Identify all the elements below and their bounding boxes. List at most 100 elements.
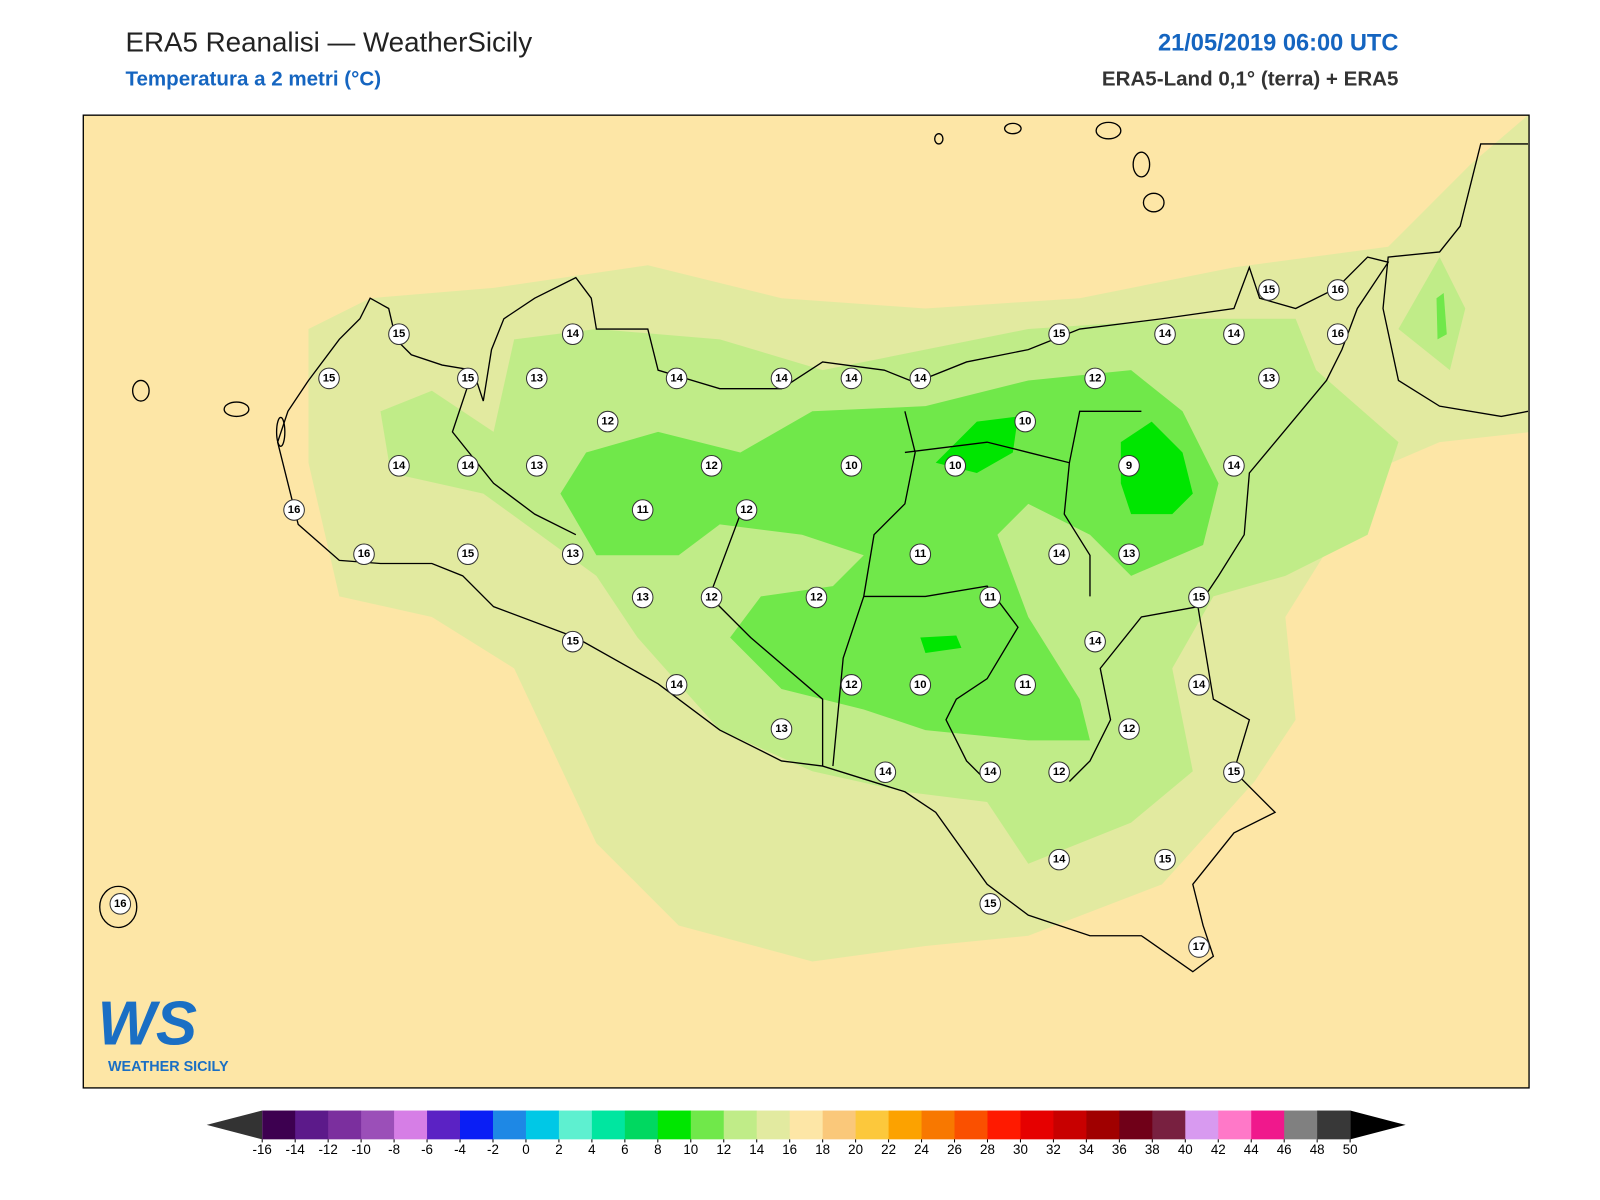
- station-marker: [1154, 323, 1176, 345]
- station-marker: [561, 323, 584, 345]
- station-marker: [109, 893, 132, 915]
- station-marker: [1188, 674, 1210, 696]
- colorbar-tick-label: 6: [621, 1142, 628, 1157]
- station-value: 14: [462, 460, 475, 472]
- colorbar-box: [723, 1110, 758, 1140]
- station-marker: [561, 543, 584, 566]
- station-value: 13: [775, 723, 788, 735]
- station-marker: [1188, 586, 1210, 609]
- station-value: 14: [1053, 548, 1066, 560]
- temperature-band: [560, 370, 1219, 741]
- station-value: 14: [914, 372, 927, 384]
- colorbar-box: [921, 1110, 956, 1140]
- station-value: 12: [1089, 372, 1102, 384]
- station-marker: [1326, 279, 1349, 301]
- station-value: 14: [845, 372, 858, 384]
- station-marker: [1084, 367, 1106, 390]
- station-marker: [525, 455, 548, 477]
- station-marker: [979, 893, 1002, 915]
- station-value: 14: [1089, 636, 1102, 648]
- station-marker: [1048, 761, 1070, 784]
- station-value: 11: [1019, 679, 1031, 691]
- colorbar-tick-label: 0: [522, 1142, 529, 1157]
- station-marker: [388, 455, 410, 477]
- station-marker: [1258, 367, 1280, 390]
- colorbar-box: [657, 1110, 692, 1140]
- colorbar-tick-label: 26: [947, 1142, 962, 1157]
- station-value: 14: [1228, 460, 1241, 472]
- station-value: 14: [1228, 328, 1241, 340]
- station-value: 12: [705, 591, 718, 603]
- station-marker: [1154, 848, 1176, 871]
- colorbar-tick-label: 24: [914, 1142, 929, 1157]
- colorbar-box: [492, 1110, 527, 1140]
- colorbar-tick-label: 42: [1211, 1142, 1226, 1157]
- station-marker: [1084, 630, 1106, 653]
- colorbar-box: [756, 1110, 791, 1140]
- station-marker: [525, 367, 548, 390]
- colorbar-tick-label: 12: [716, 1142, 731, 1157]
- station-marker: [353, 543, 375, 566]
- station-value: 17: [1193, 941, 1206, 953]
- colorbar-box: [954, 1110, 989, 1140]
- station-value: 16: [1332, 328, 1345, 340]
- colorbar-tick-label: -8: [388, 1142, 400, 1157]
- station-value: 14: [393, 460, 406, 472]
- station-value: 16: [114, 898, 127, 910]
- station-value: 15: [1193, 591, 1206, 603]
- station-value: 14: [670, 372, 683, 384]
- station-value: 14: [670, 679, 683, 691]
- colorbar-box: [1317, 1110, 1351, 1140]
- station-marker: [283, 499, 305, 521]
- colorbar-box: [1086, 1110, 1120, 1140]
- colorbar-tick-label: -10: [351, 1142, 370, 1157]
- station-value: 16: [288, 504, 301, 516]
- station-marker: [665, 367, 688, 390]
- station-value: 15: [984, 898, 997, 910]
- station-marker: [840, 367, 863, 390]
- station-value: 14: [879, 766, 892, 778]
- station-marker: [1118, 543, 1140, 566]
- colorbar-tick-label: 2: [555, 1142, 562, 1157]
- colorbar-box: [525, 1110, 560, 1140]
- station-marker: [631, 499, 654, 521]
- colorbar-tick-label: 10: [683, 1142, 698, 1157]
- station-marker: [700, 586, 723, 609]
- colorbar-box: [394, 1110, 428, 1140]
- station-value: 16: [1332, 284, 1345, 296]
- station-value: 10: [914, 679, 927, 691]
- colorbar-box: [558, 1110, 593, 1140]
- station-value: 15: [1228, 766, 1241, 778]
- colorbar-tick-label: 30: [1013, 1142, 1028, 1157]
- station-value: 12: [1053, 766, 1066, 778]
- subtitle: Temperatura a 2 metri (°C): [125, 68, 381, 91]
- station-marker: [1118, 455, 1140, 477]
- colorbar-box: [1284, 1110, 1318, 1140]
- colorbar-box: [1185, 1110, 1219, 1140]
- colorbar-box: [460, 1110, 494, 1140]
- station-marker: [909, 367, 932, 390]
- station-marker: [770, 718, 793, 740]
- colorbar-box: [789, 1110, 824, 1140]
- colorbar-box: [690, 1110, 725, 1140]
- station-value: 10: [1019, 416, 1032, 428]
- station-marker: [561, 630, 584, 653]
- station-value: 12: [810, 591, 823, 603]
- source: ERA5-Land 0,1° (terra) + ERA5: [1102, 68, 1399, 91]
- station-marker: [631, 586, 654, 609]
- station-value: 12: [601, 416, 614, 428]
- station-marker: [1048, 543, 1070, 566]
- colorbar-box: [1053, 1110, 1087, 1140]
- colorbar-tick-label: 18: [815, 1142, 830, 1157]
- station-value: 9: [1126, 460, 1132, 472]
- station-value: 12: [845, 679, 858, 691]
- station-marker: [1048, 848, 1070, 871]
- station-value: 15: [462, 372, 475, 384]
- colorbar-box: [1218, 1110, 1252, 1140]
- colorbar-tick-label: -4: [454, 1142, 466, 1157]
- colorbar-tick-label: 38: [1145, 1142, 1160, 1157]
- colorbar-tick-label: 28: [980, 1142, 995, 1157]
- station-marker: [665, 674, 688, 696]
- station-marker: [388, 323, 410, 345]
